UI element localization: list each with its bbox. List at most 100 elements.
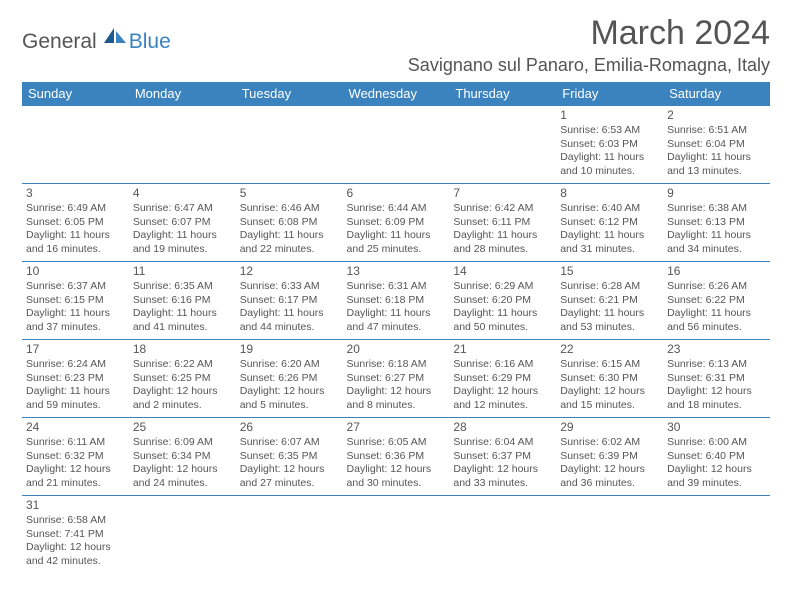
day-number: 30	[667, 420, 766, 435]
sunset-text: Sunset: 6:21 PM	[560, 294, 659, 307]
sunrise-text: Sunrise: 6:58 AM	[26, 514, 125, 527]
calendar-week-row: 24Sunrise: 6:11 AMSunset: 6:32 PMDayligh…	[22, 418, 770, 496]
day-number: 31	[26, 498, 125, 513]
daylight-text: Daylight: 11 hours	[26, 307, 125, 320]
day-number: 24	[26, 420, 125, 435]
calendar-day-cell	[236, 496, 343, 574]
calendar-day-cell: 17Sunrise: 6:24 AMSunset: 6:23 PMDayligh…	[22, 340, 129, 418]
calendar-day-cell	[129, 106, 236, 184]
daylight-text: Daylight: 12 hours	[240, 385, 339, 398]
day-number: 19	[240, 342, 339, 357]
day-number: 14	[453, 264, 552, 279]
sunrise-text: Sunrise: 6:33 AM	[240, 280, 339, 293]
sunset-text: Sunset: 6:18 PM	[347, 294, 446, 307]
sunset-text: Sunset: 6:30 PM	[560, 372, 659, 385]
sunset-text: Sunset: 6:39 PM	[560, 450, 659, 463]
calendar-week-row: 3Sunrise: 6:49 AMSunset: 6:05 PMDaylight…	[22, 184, 770, 262]
daylight-text: Daylight: 12 hours	[453, 463, 552, 476]
calendar-day-cell: 5Sunrise: 6:46 AMSunset: 6:08 PMDaylight…	[236, 184, 343, 262]
calendar-week-row: 1Sunrise: 6:53 AMSunset: 6:03 PMDaylight…	[22, 106, 770, 184]
calendar-day-cell	[556, 496, 663, 574]
sunset-text: Sunset: 6:03 PM	[560, 138, 659, 151]
daylight-text: and 25 minutes.	[347, 243, 446, 256]
sunrise-text: Sunrise: 6:18 AM	[347, 358, 446, 371]
calendar-day-cell: 3Sunrise: 6:49 AMSunset: 6:05 PMDaylight…	[22, 184, 129, 262]
logo-text-general: General	[22, 30, 97, 54]
sunset-text: Sunset: 6:17 PM	[240, 294, 339, 307]
sunrise-text: Sunrise: 6:16 AM	[453, 358, 552, 371]
day-number: 8	[560, 186, 659, 201]
day-number: 9	[667, 186, 766, 201]
logo: General Blue	[22, 26, 171, 57]
sunset-text: Sunset: 6:32 PM	[26, 450, 125, 463]
sunrise-text: Sunrise: 6:28 AM	[560, 280, 659, 293]
sunset-text: Sunset: 6:16 PM	[133, 294, 232, 307]
daylight-text: Daylight: 12 hours	[667, 463, 766, 476]
title-block: March 2024 Savignano sul Panaro, Emilia-…	[408, 14, 770, 76]
calendar-day-cell: 4Sunrise: 6:47 AMSunset: 6:07 PMDaylight…	[129, 184, 236, 262]
calendar-day-cell	[663, 496, 770, 574]
calendar-day-cell	[236, 106, 343, 184]
calendar-day-cell: 11Sunrise: 6:35 AMSunset: 6:16 PMDayligh…	[129, 262, 236, 340]
calendar-day-cell: 13Sunrise: 6:31 AMSunset: 6:18 PMDayligh…	[343, 262, 450, 340]
sunset-text: Sunset: 6:12 PM	[560, 216, 659, 229]
daylight-text: Daylight: 12 hours	[667, 385, 766, 398]
daylight-text: and 15 minutes.	[560, 399, 659, 412]
sunrise-text: Sunrise: 6:13 AM	[667, 358, 766, 371]
calendar-day-cell: 6Sunrise: 6:44 AMSunset: 6:09 PMDaylight…	[343, 184, 450, 262]
daylight-text: Daylight: 12 hours	[560, 385, 659, 398]
daylight-text: and 8 minutes.	[347, 399, 446, 412]
day-number: 21	[453, 342, 552, 357]
daylight-text: Daylight: 12 hours	[26, 463, 125, 476]
day-number: 7	[453, 186, 552, 201]
weekday-header: Thursday	[449, 82, 556, 106]
day-number: 22	[560, 342, 659, 357]
daylight-text: and 10 minutes.	[560, 165, 659, 178]
daylight-text: Daylight: 11 hours	[26, 229, 125, 242]
sunrise-text: Sunrise: 6:40 AM	[560, 202, 659, 215]
daylight-text: and 31 minutes.	[560, 243, 659, 256]
calendar-week-row: 17Sunrise: 6:24 AMSunset: 6:23 PMDayligh…	[22, 340, 770, 418]
sunset-text: Sunset: 6:34 PM	[133, 450, 232, 463]
sunrise-text: Sunrise: 6:47 AM	[133, 202, 232, 215]
header: General Blue March 2024 Savignano sul Pa…	[22, 14, 770, 76]
sunrise-text: Sunrise: 6:15 AM	[560, 358, 659, 371]
daylight-text: and 56 minutes.	[667, 321, 766, 334]
daylight-text: and 37 minutes.	[26, 321, 125, 334]
daylight-text: Daylight: 11 hours	[453, 307, 552, 320]
sunset-text: Sunset: 6:36 PM	[347, 450, 446, 463]
daylight-text: Daylight: 12 hours	[560, 463, 659, 476]
daylight-text: Daylight: 11 hours	[667, 307, 766, 320]
sunset-text: Sunset: 6:22 PM	[667, 294, 766, 307]
daylight-text: and 22 minutes.	[240, 243, 339, 256]
sunset-text: Sunset: 6:15 PM	[26, 294, 125, 307]
daylight-text: and 53 minutes.	[560, 321, 659, 334]
location: Savignano sul Panaro, Emilia-Romagna, It…	[408, 55, 770, 76]
sunrise-text: Sunrise: 6:37 AM	[26, 280, 125, 293]
sunrise-text: Sunrise: 6:20 AM	[240, 358, 339, 371]
daylight-text: and 39 minutes.	[667, 477, 766, 490]
logo-text-blue: Blue	[129, 30, 171, 54]
daylight-text: and 30 minutes.	[347, 477, 446, 490]
daylight-text: Daylight: 12 hours	[347, 385, 446, 398]
calendar-day-cell: 25Sunrise: 6:09 AMSunset: 6:34 PMDayligh…	[129, 418, 236, 496]
sunrise-text: Sunrise: 6:35 AM	[133, 280, 232, 293]
calendar-day-cell: 20Sunrise: 6:18 AMSunset: 6:27 PMDayligh…	[343, 340, 450, 418]
sunrise-text: Sunrise: 6:22 AM	[133, 358, 232, 371]
day-number: 28	[453, 420, 552, 435]
sunset-text: Sunset: 6:05 PM	[26, 216, 125, 229]
sunset-text: Sunset: 6:26 PM	[240, 372, 339, 385]
daylight-text: Daylight: 11 hours	[347, 307, 446, 320]
daylight-text: and 34 minutes.	[667, 243, 766, 256]
calendar-day-cell: 26Sunrise: 6:07 AMSunset: 6:35 PMDayligh…	[236, 418, 343, 496]
calendar-day-cell: 31Sunrise: 6:58 AMSunset: 7:41 PMDayligh…	[22, 496, 129, 574]
weekday-header: Saturday	[663, 82, 770, 106]
daylight-text: and 44 minutes.	[240, 321, 339, 334]
daylight-text: Daylight: 12 hours	[133, 385, 232, 398]
daylight-text: Daylight: 11 hours	[560, 151, 659, 164]
sunrise-text: Sunrise: 6:49 AM	[26, 202, 125, 215]
daylight-text: and 2 minutes.	[133, 399, 232, 412]
daylight-text: Daylight: 11 hours	[453, 229, 552, 242]
calendar-week-row: 10Sunrise: 6:37 AMSunset: 6:15 PMDayligh…	[22, 262, 770, 340]
sunrise-text: Sunrise: 6:00 AM	[667, 436, 766, 449]
